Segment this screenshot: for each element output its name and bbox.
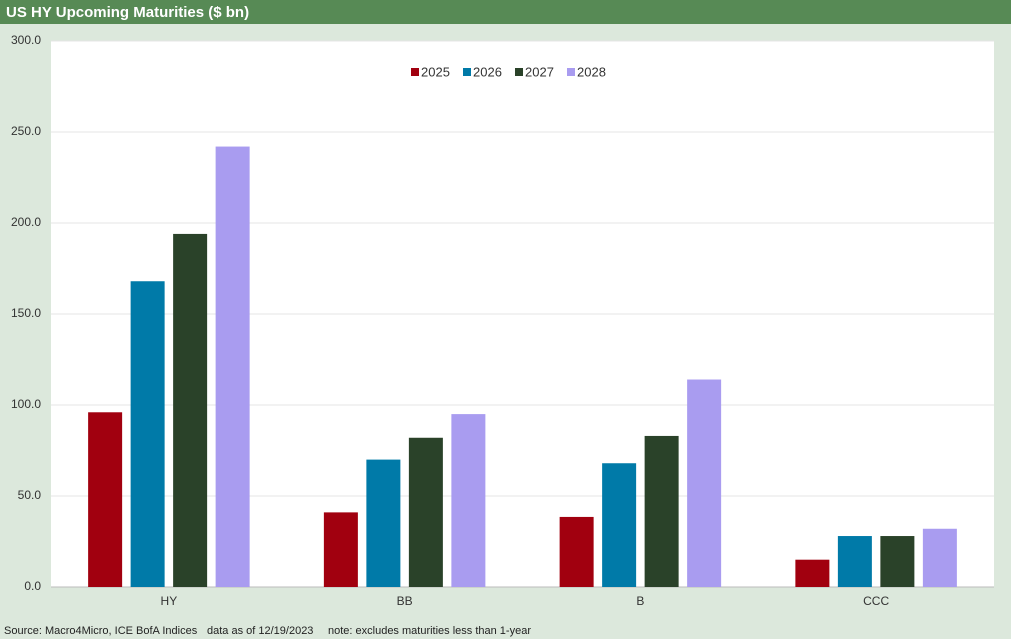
bar (408, 437, 443, 587)
bar (880, 536, 915, 587)
footnote: data as of 12/19/2023 (207, 625, 313, 637)
legend-swatch (411, 68, 419, 76)
y-tick-label: 0.0 (24, 579, 41, 593)
bar (687, 379, 722, 587)
bar (173, 233, 208, 588)
y-tick-label: 100.0 (11, 397, 41, 411)
legend-label: 2025 (421, 64, 450, 79)
y-tick-label: 200.0 (11, 215, 41, 229)
legend-swatch (463, 68, 471, 76)
chart-title: US HY Upcoming Maturities ($ bn) (6, 4, 249, 21)
legend-swatch (515, 68, 523, 76)
y-tick-label: 50.0 (18, 488, 42, 502)
bar (795, 559, 830, 587)
legend-label: 2028 (577, 64, 606, 79)
bar (922, 528, 957, 587)
bar (602, 463, 637, 587)
x-tick-label: CCC (863, 594, 889, 608)
x-tick-label: HY (161, 594, 178, 608)
bar (88, 412, 123, 587)
bar (366, 459, 401, 587)
y-tick-label: 300.0 (11, 33, 41, 47)
bar (215, 146, 250, 587)
footnote: Source: Macro4Micro, ICE BofA Indices (4, 625, 198, 637)
y-tick-label: 150.0 (11, 306, 41, 320)
bar (130, 281, 165, 587)
bar (451, 414, 486, 587)
bar (559, 516, 594, 587)
bar (644, 435, 679, 587)
title-bar (0, 0, 1011, 24)
y-tick-label: 250.0 (11, 124, 41, 138)
x-tick-label: B (636, 594, 644, 608)
legend-label: 2026 (473, 64, 502, 79)
footnote: note: excludes maturities less than 1-ye… (328, 625, 531, 637)
bar (837, 536, 872, 587)
bar (323, 512, 358, 587)
legend-label: 2027 (525, 64, 554, 79)
legend-swatch (567, 68, 575, 76)
x-tick-label: BB (397, 594, 413, 608)
